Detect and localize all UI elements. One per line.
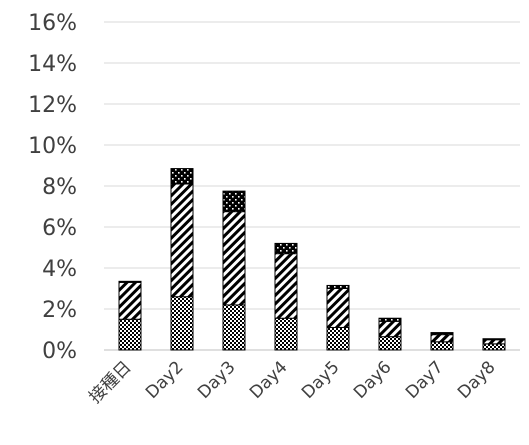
bar-segment-dots [274, 242, 298, 255]
x-axis-tick-labels: 接種日 Day2 Day3 Day4 Day5 Day6 Day7 Day8 [85, 357, 499, 407]
bar-segment-diagonal [326, 288, 350, 328]
y-tick-label: 16% [28, 11, 77, 36]
y-tick-label: 12% [28, 93, 77, 118]
bar-segment-checker [118, 318, 142, 351]
bar-segment-dots [222, 190, 246, 213]
bar-segment-checker [378, 336, 402, 351]
bar-segment-checker [274, 317, 298, 351]
y-tick-label: 0% [42, 339, 77, 364]
x-tick-label: Day5 [298, 357, 344, 403]
bar-segment-diagonal [222, 211, 246, 306]
bar-segment-diagonal [430, 334, 454, 343]
x-tick-label: 接種日 [85, 357, 135, 407]
y-tick-label: 10% [28, 134, 77, 159]
bar-segment-checker [326, 326, 350, 351]
y-axis-tick-labels: 0% 2% 4% 6% 8% 10% 12% 14% 16% [28, 11, 77, 364]
bar-segment-dots [378, 317, 402, 322]
bar-segment-dots [170, 168, 194, 185]
y-tick-label: 4% [42, 257, 77, 282]
bar-segment-dots [118, 280, 142, 283]
bar-segment-checker [430, 341, 454, 351]
bars [118, 168, 506, 351]
bar-segment-dots [326, 284, 350, 289]
bar-segment-diagonal [274, 253, 298, 319]
x-tick-label: Day7 [402, 357, 448, 403]
bar-segment-checker [170, 296, 194, 351]
y-tick-label: 8% [42, 175, 77, 200]
x-tick-label: Day2 [142, 357, 188, 403]
bar-segment-dots [482, 338, 506, 341]
bar-segment-dots [430, 332, 454, 336]
x-tick-label: Day3 [194, 357, 240, 403]
y-tick-label: 2% [42, 298, 77, 323]
bar-segment-checker [482, 343, 506, 351]
x-tick-label: Day8 [454, 357, 500, 403]
bar-segment-diagonal [170, 183, 194, 298]
bar-segment-diagonal [378, 320, 402, 338]
bar-segment-diagonal [482, 339, 506, 345]
gridlines [104, 21, 520, 351]
x-tick-label: Day6 [350, 357, 396, 403]
bar-segment-checker [222, 304, 246, 351]
bar-segment-diagonal [118, 281, 142, 320]
y-tick-label: 14% [28, 52, 77, 77]
y-tick-label: 6% [42, 216, 77, 241]
x-tick-label: Day4 [246, 357, 292, 403]
